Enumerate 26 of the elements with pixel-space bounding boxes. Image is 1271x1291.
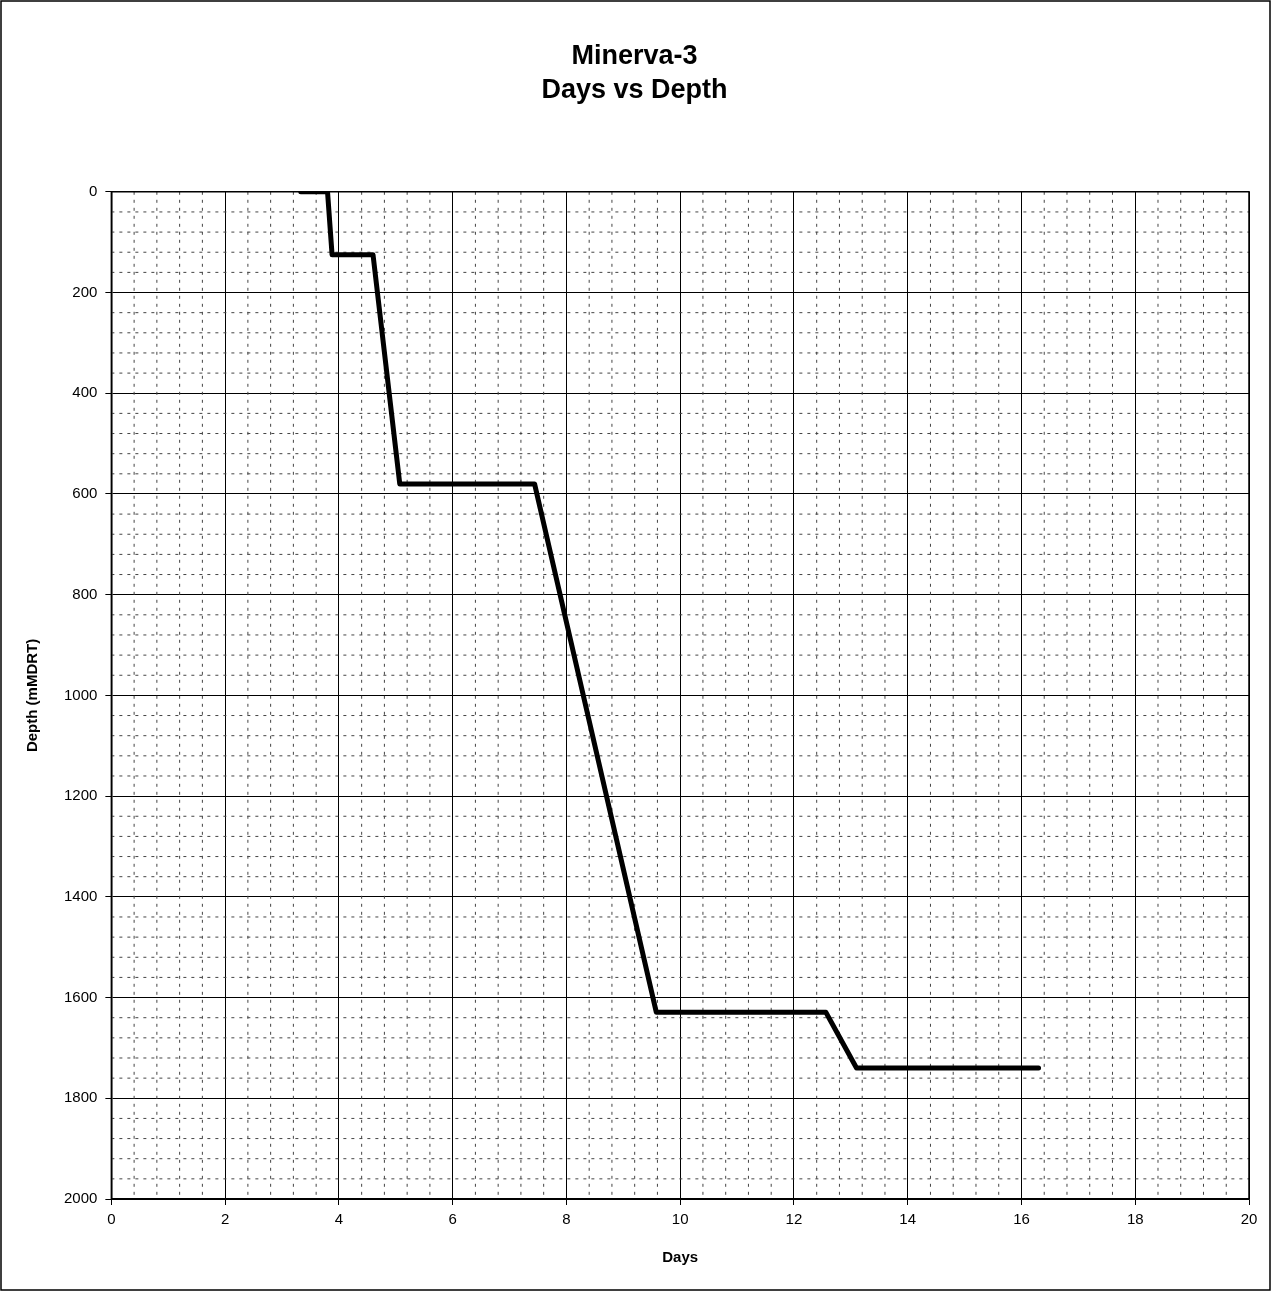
y-axis-title: Depth (mMDRT) xyxy=(23,638,41,753)
y-tick-label: 0 xyxy=(89,181,98,199)
x-tick-label: 10 xyxy=(671,1210,689,1228)
y-tick-label: 2000 xyxy=(63,1189,98,1207)
x-tick-label: 8 xyxy=(562,1210,571,1228)
x-tick-label: 16 xyxy=(1013,1210,1030,1228)
x-tick-label: 4 xyxy=(334,1210,344,1228)
x-tick-label: 0 xyxy=(107,1210,116,1228)
x-axis-title: Days xyxy=(662,1248,699,1266)
x-tick-label: 6 xyxy=(448,1210,457,1228)
chart-title: Minerva-3 xyxy=(571,39,698,70)
y-tick-label: 400 xyxy=(72,383,98,401)
y-tick-label: 1600 xyxy=(63,987,98,1005)
x-tick-label: 2 xyxy=(220,1210,230,1228)
x-tick-label: 12 xyxy=(785,1210,803,1228)
x-tick-label: 18 xyxy=(1126,1210,1144,1228)
x-tick-label: 14 xyxy=(899,1210,917,1228)
y-tick-label: 800 xyxy=(72,584,98,602)
y-tick-label: 200 xyxy=(72,282,98,300)
x-tick-label: 20 xyxy=(1240,1210,1258,1228)
y-tick-label: 1200 xyxy=(63,786,98,804)
y-tick-label: 1400 xyxy=(63,886,98,904)
y-tick-label: 1800 xyxy=(63,1088,98,1106)
chart-subtitle: Days vs Depth xyxy=(541,74,728,105)
y-tick-label: 600 xyxy=(72,484,98,502)
y-tick-label: 1000 xyxy=(63,685,98,703)
